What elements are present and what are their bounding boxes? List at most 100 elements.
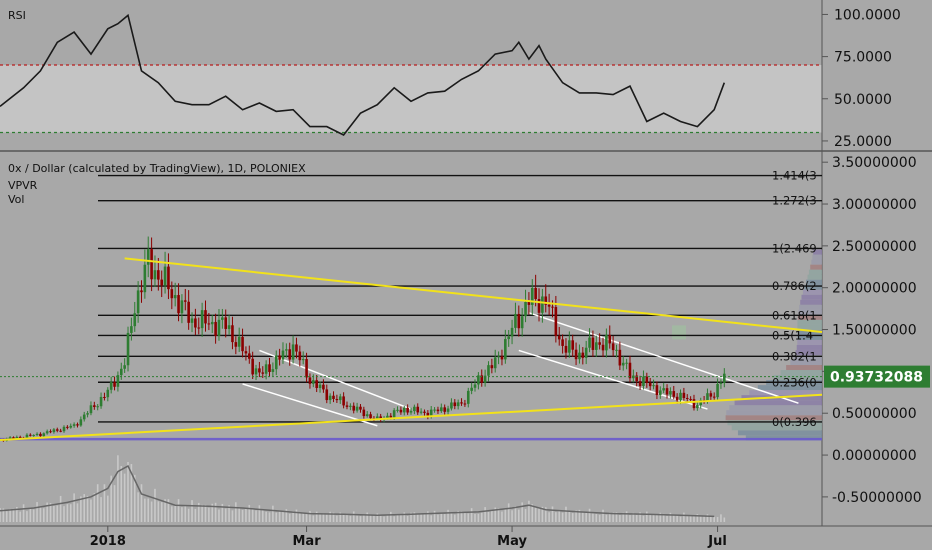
candle-body xyxy=(500,356,504,360)
candle-body xyxy=(541,296,544,313)
volume-bar xyxy=(73,493,75,522)
candle-body xyxy=(15,436,19,439)
volume-bar xyxy=(561,512,564,522)
candle-body xyxy=(268,364,271,372)
ascending-trendline xyxy=(0,393,823,441)
volume-bar xyxy=(2,508,5,522)
volume-bar xyxy=(531,504,534,522)
volume-bar xyxy=(615,512,618,522)
volume-bar xyxy=(528,500,530,522)
candle-body xyxy=(517,313,521,329)
volume-bar xyxy=(693,515,695,522)
candle-body xyxy=(369,414,372,419)
volume-bar xyxy=(5,511,8,522)
vpvr-bar xyxy=(731,425,822,431)
volume-bar xyxy=(181,507,183,522)
candle-body xyxy=(89,405,93,414)
volume-bar xyxy=(410,512,412,522)
volume-bar xyxy=(443,514,446,522)
volume-bar xyxy=(36,502,38,522)
volume-bar xyxy=(352,511,355,522)
candle-body xyxy=(109,382,113,390)
candle-body xyxy=(662,388,665,391)
volume-bar xyxy=(403,512,406,522)
candle-body xyxy=(696,405,699,409)
volume-bar xyxy=(474,513,476,522)
volume-bar xyxy=(612,512,614,522)
candle-body xyxy=(608,334,612,344)
candle-body xyxy=(69,425,73,428)
volume-bar xyxy=(312,515,315,522)
candle-body xyxy=(49,431,52,433)
candle-body xyxy=(675,396,679,401)
volume-bar xyxy=(538,507,540,522)
time-tick-label: Jul xyxy=(707,534,727,549)
candle-body xyxy=(409,411,413,413)
candle-body xyxy=(389,415,393,418)
volume-bar xyxy=(150,501,153,522)
candle-body xyxy=(581,352,585,358)
candle-body xyxy=(133,313,137,327)
candle-body xyxy=(588,337,591,348)
channel-line xyxy=(528,312,799,404)
volume-bar xyxy=(470,508,473,522)
fib-level-label: 0.5(1.4 xyxy=(772,328,813,342)
candle-body xyxy=(537,298,541,313)
candle-body xyxy=(274,355,278,370)
volume-bar xyxy=(339,512,342,522)
time-axis: 2018 Mar May Jul xyxy=(90,526,727,549)
volume-bar xyxy=(130,464,133,522)
candle-body xyxy=(635,375,639,382)
volume-bar xyxy=(386,515,389,522)
candle-body xyxy=(490,365,494,369)
volume-bar xyxy=(299,513,301,522)
fib-level-label: 1.414(3 xyxy=(772,169,817,183)
candle-body xyxy=(12,437,15,439)
candle-body xyxy=(557,335,561,340)
vpvr-bar xyxy=(800,299,822,305)
candle-body xyxy=(39,433,42,437)
candle-body xyxy=(655,385,659,395)
volume-bar xyxy=(639,512,641,522)
candle-body xyxy=(285,349,288,351)
candle-body xyxy=(709,393,713,397)
volume-bar xyxy=(69,504,72,522)
candle-body xyxy=(123,365,126,369)
volume-bar xyxy=(137,492,139,522)
candle-body xyxy=(207,323,211,325)
volume-bar xyxy=(261,510,264,522)
volume-bar xyxy=(66,504,69,522)
candle-body xyxy=(564,345,568,353)
candle-body xyxy=(665,388,669,395)
vpvr-bar xyxy=(807,274,822,280)
candle-body xyxy=(227,325,231,329)
candle-body xyxy=(399,409,403,413)
candle-body xyxy=(103,396,106,398)
volume-bar xyxy=(336,515,338,522)
candle-body xyxy=(170,289,174,299)
candle-body xyxy=(93,405,96,407)
candle-body xyxy=(200,310,204,329)
vpvr-bar xyxy=(812,254,822,260)
candle-body xyxy=(55,429,59,431)
candle-body xyxy=(157,270,160,280)
volume-bar xyxy=(29,508,32,522)
volume-bar xyxy=(171,506,173,522)
volume-bar xyxy=(164,499,166,522)
volume-bar xyxy=(656,514,658,522)
volume-bars xyxy=(0,455,726,522)
candle-body xyxy=(396,409,399,411)
volume-bar xyxy=(86,495,89,522)
rsi-tick-label: 100.0000 xyxy=(834,7,901,23)
volume-bar xyxy=(157,501,160,522)
volume-bar xyxy=(430,515,433,522)
volume-bar xyxy=(19,511,22,522)
volume-bar xyxy=(659,512,662,522)
volume-bar xyxy=(679,516,682,522)
candle-body xyxy=(76,424,79,426)
volume-bar xyxy=(107,495,109,522)
vpvr-bar xyxy=(734,400,822,406)
volume-bar xyxy=(302,513,304,522)
volume-bar xyxy=(329,511,331,522)
volume-bar xyxy=(524,509,527,522)
